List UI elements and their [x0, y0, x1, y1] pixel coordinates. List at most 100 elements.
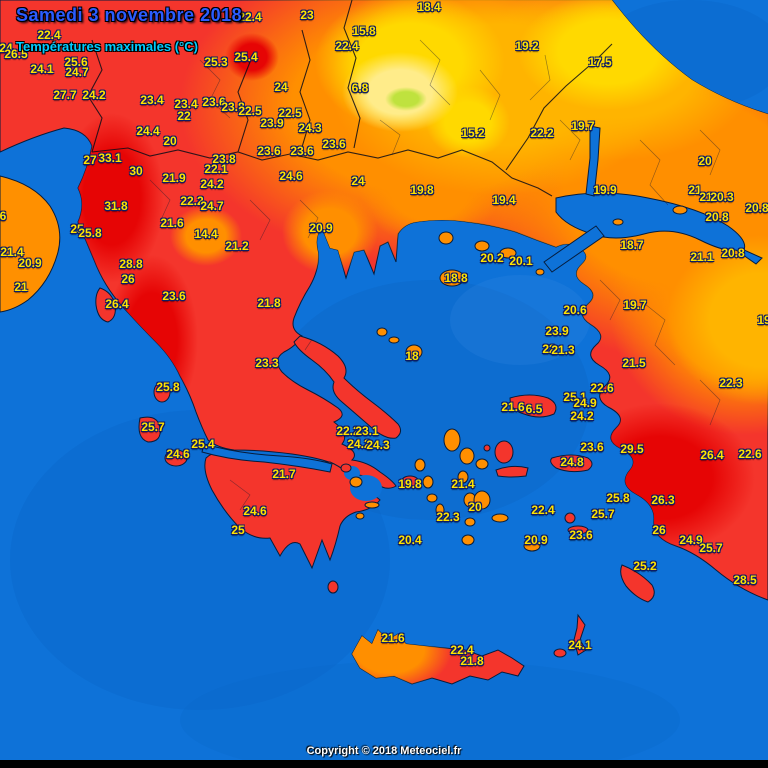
temp-label: 6.5: [525, 402, 543, 416]
island-kefalonia: [138, 416, 161, 443]
temp-label: 25.8: [156, 380, 180, 394]
temp-label: 25.8: [606, 491, 630, 505]
temp-label: 21.5: [622, 356, 646, 370]
temp-label: 22.2: [180, 194, 204, 208]
temp-label: 18.8: [444, 271, 468, 285]
temp-label: 19.2: [515, 39, 539, 53]
temp-label: 20: [698, 154, 712, 168]
temp-label: 22.4: [531, 503, 555, 517]
temp-label: 20: [163, 134, 177, 148]
temp-label: 18.7: [620, 238, 644, 252]
temp-label: 24.3: [298, 121, 322, 135]
temp-label: 25.2: [633, 559, 657, 573]
land-italy-heel: [0, 175, 61, 313]
temp-label: 25.7: [699, 541, 723, 555]
island-astypalaia: [523, 540, 541, 552]
temp-label: 26.4: [700, 448, 724, 462]
temp-label: 20.6: [563, 303, 587, 317]
temp-label: 24.2: [570, 409, 594, 423]
temp-label: 17.5: [588, 55, 612, 69]
temp-label: 24.6: [243, 504, 267, 518]
temp-label: 23.6: [290, 144, 314, 158]
island-aegina: [349, 476, 363, 488]
temp-label: 24.2: [82, 88, 106, 102]
temp-label: 27: [83, 153, 97, 167]
temp-label: 19.7: [571, 119, 595, 133]
temp-label: 20.9: [309, 221, 333, 235]
temp-label: 20: [468, 500, 482, 514]
admin-borders: [149, 39, 721, 551]
temp-label: 24.6: [166, 447, 190, 461]
temp-label: 6: [0, 209, 7, 223]
temp-label: 20.8: [745, 201, 768, 215]
temp-label: 20.3: [710, 190, 734, 204]
temp-label: 20.2: [480, 251, 504, 265]
temp-label: 22.6: [738, 447, 762, 461]
temp-label: 31.8: [104, 199, 128, 213]
temp-label: 25.1: [563, 390, 587, 404]
land-euboea: [293, 335, 402, 439]
temp-label: 22.2: [336, 424, 360, 438]
temp-label: 21.6: [160, 216, 184, 230]
temp-label: 21: [14, 280, 28, 294]
temp-label: 25.4: [191, 437, 215, 451]
temp-label: 22: [177, 109, 191, 123]
temp-label: 23.6: [569, 528, 593, 542]
temp-label: 27.7: [53, 88, 77, 102]
temp-label: 22.4: [238, 10, 262, 24]
temp-label: 19.8: [410, 183, 434, 197]
temp-label: 24.9: [573, 396, 597, 410]
temp-label: 21.8: [257, 296, 281, 310]
temp-label: 24.3: [366, 438, 390, 452]
island-salamina: [340, 463, 352, 473]
temp-label: 22.4: [37, 28, 61, 42]
island-rhodes: [620, 564, 655, 603]
temp-label: 23.6: [162, 289, 186, 303]
temp-label: 28.8: [119, 257, 143, 271]
temp-label: 19.9: [593, 183, 617, 197]
temp-label: 24: [274, 80, 288, 94]
temp-label: 24: [0, 41, 13, 55]
temp-label: 19.8: [398, 477, 422, 491]
temp-label: 23.3: [255, 356, 279, 370]
temp-label: 19.7: [623, 298, 647, 312]
island-lesbos: [509, 394, 557, 418]
temp-label: 24: [351, 174, 365, 188]
temp-label: 23.8: [221, 100, 245, 114]
temp-label: 22.4: [335, 39, 359, 53]
temp-label: 24.6: [279, 169, 303, 183]
temp-label: 28.5: [733, 573, 757, 587]
temp-label: 22.5: [238, 104, 262, 118]
temp-label: 30: [129, 164, 143, 178]
temp-label: 24.4: [136, 124, 160, 138]
temp-label: 23: [300, 8, 314, 22]
temp-label: 26: [652, 523, 666, 537]
temp-label: 24.7: [65, 65, 89, 79]
island-zakynthos: [164, 449, 188, 467]
island-thasos: [438, 231, 454, 245]
island-milos: [400, 475, 420, 489]
temp-label: 18.4: [417, 0, 441, 14]
temp-label: 20.8: [721, 246, 745, 260]
temp-label: 20.8: [705, 210, 729, 224]
temp-label: 24.1: [30, 62, 54, 76]
map-subtitle: Températures maximales (°C): [16, 38, 198, 54]
island-kythira: [327, 580, 339, 594]
temp-label: 26.3: [651, 493, 675, 507]
island-limnos: [439, 269, 465, 287]
island-marmara: [672, 205, 688, 215]
temp-label: 25.7: [591, 507, 615, 521]
island-ikaria: [495, 465, 529, 478]
temp-label: 21.2: [225, 239, 249, 253]
island-chios: [494, 440, 514, 464]
temp-label: 15.2: [461, 126, 485, 140]
temp-label: 22.2: [530, 126, 554, 140]
temp-label: 33.1: [98, 151, 122, 165]
temp-label: 23.6: [202, 95, 226, 109]
temp-label: 21.4: [0, 245, 24, 259]
temp-label: 23.8: [212, 152, 236, 166]
temp-label: 23.4: [140, 93, 164, 107]
